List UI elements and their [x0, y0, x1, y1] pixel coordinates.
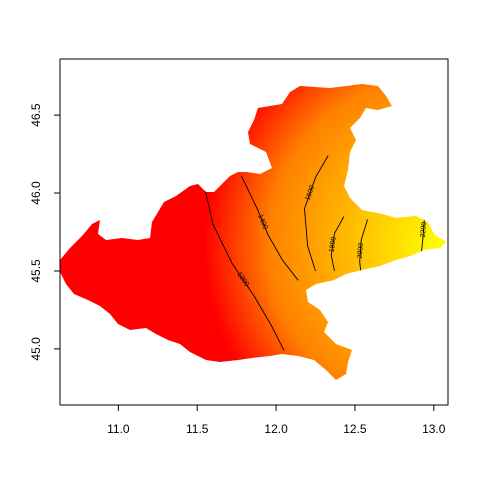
- contour-line-2200: [420, 219, 425, 256]
- x-axis: 11.0 11.5 12.0 12.5 13.0: [107, 405, 446, 436]
- x-tick-label: 12.5: [343, 422, 367, 436]
- y-tick-label: 46.5: [29, 103, 43, 127]
- x-tick-label: 12.0: [264, 422, 288, 436]
- contour-label-1800: 1800: [329, 236, 338, 253]
- contour-label-2000: 2000: [357, 243, 365, 259]
- y-tick-label: 46.0: [29, 181, 43, 205]
- x-tick-label: 13.0: [422, 422, 446, 436]
- contour-line-1400: [240, 175, 299, 281]
- y-tick-label: 45.0: [29, 337, 43, 361]
- plot-frame: [59, 58, 449, 406]
- y-tick-label: 45.5: [29, 259, 43, 283]
- contour-label-2200: 2200: [420, 222, 428, 238]
- contour-line-1200: [204, 189, 285, 351]
- y-axis: 45.0 45.5 46.0 46.5: [29, 103, 60, 361]
- contour-line-2000: [359, 219, 368, 276]
- x-tick-label: 11.0: [107, 422, 130, 436]
- contour-layer: [204, 155, 425, 351]
- contour-line-1800: [330, 216, 345, 272]
- contour-line-1600: [304, 155, 329, 272]
- contour-label-1600: 1600: [304, 185, 316, 202]
- region-heat-fill: [60, 84, 446, 380]
- x-tick-label: 11.5: [186, 422, 209, 436]
